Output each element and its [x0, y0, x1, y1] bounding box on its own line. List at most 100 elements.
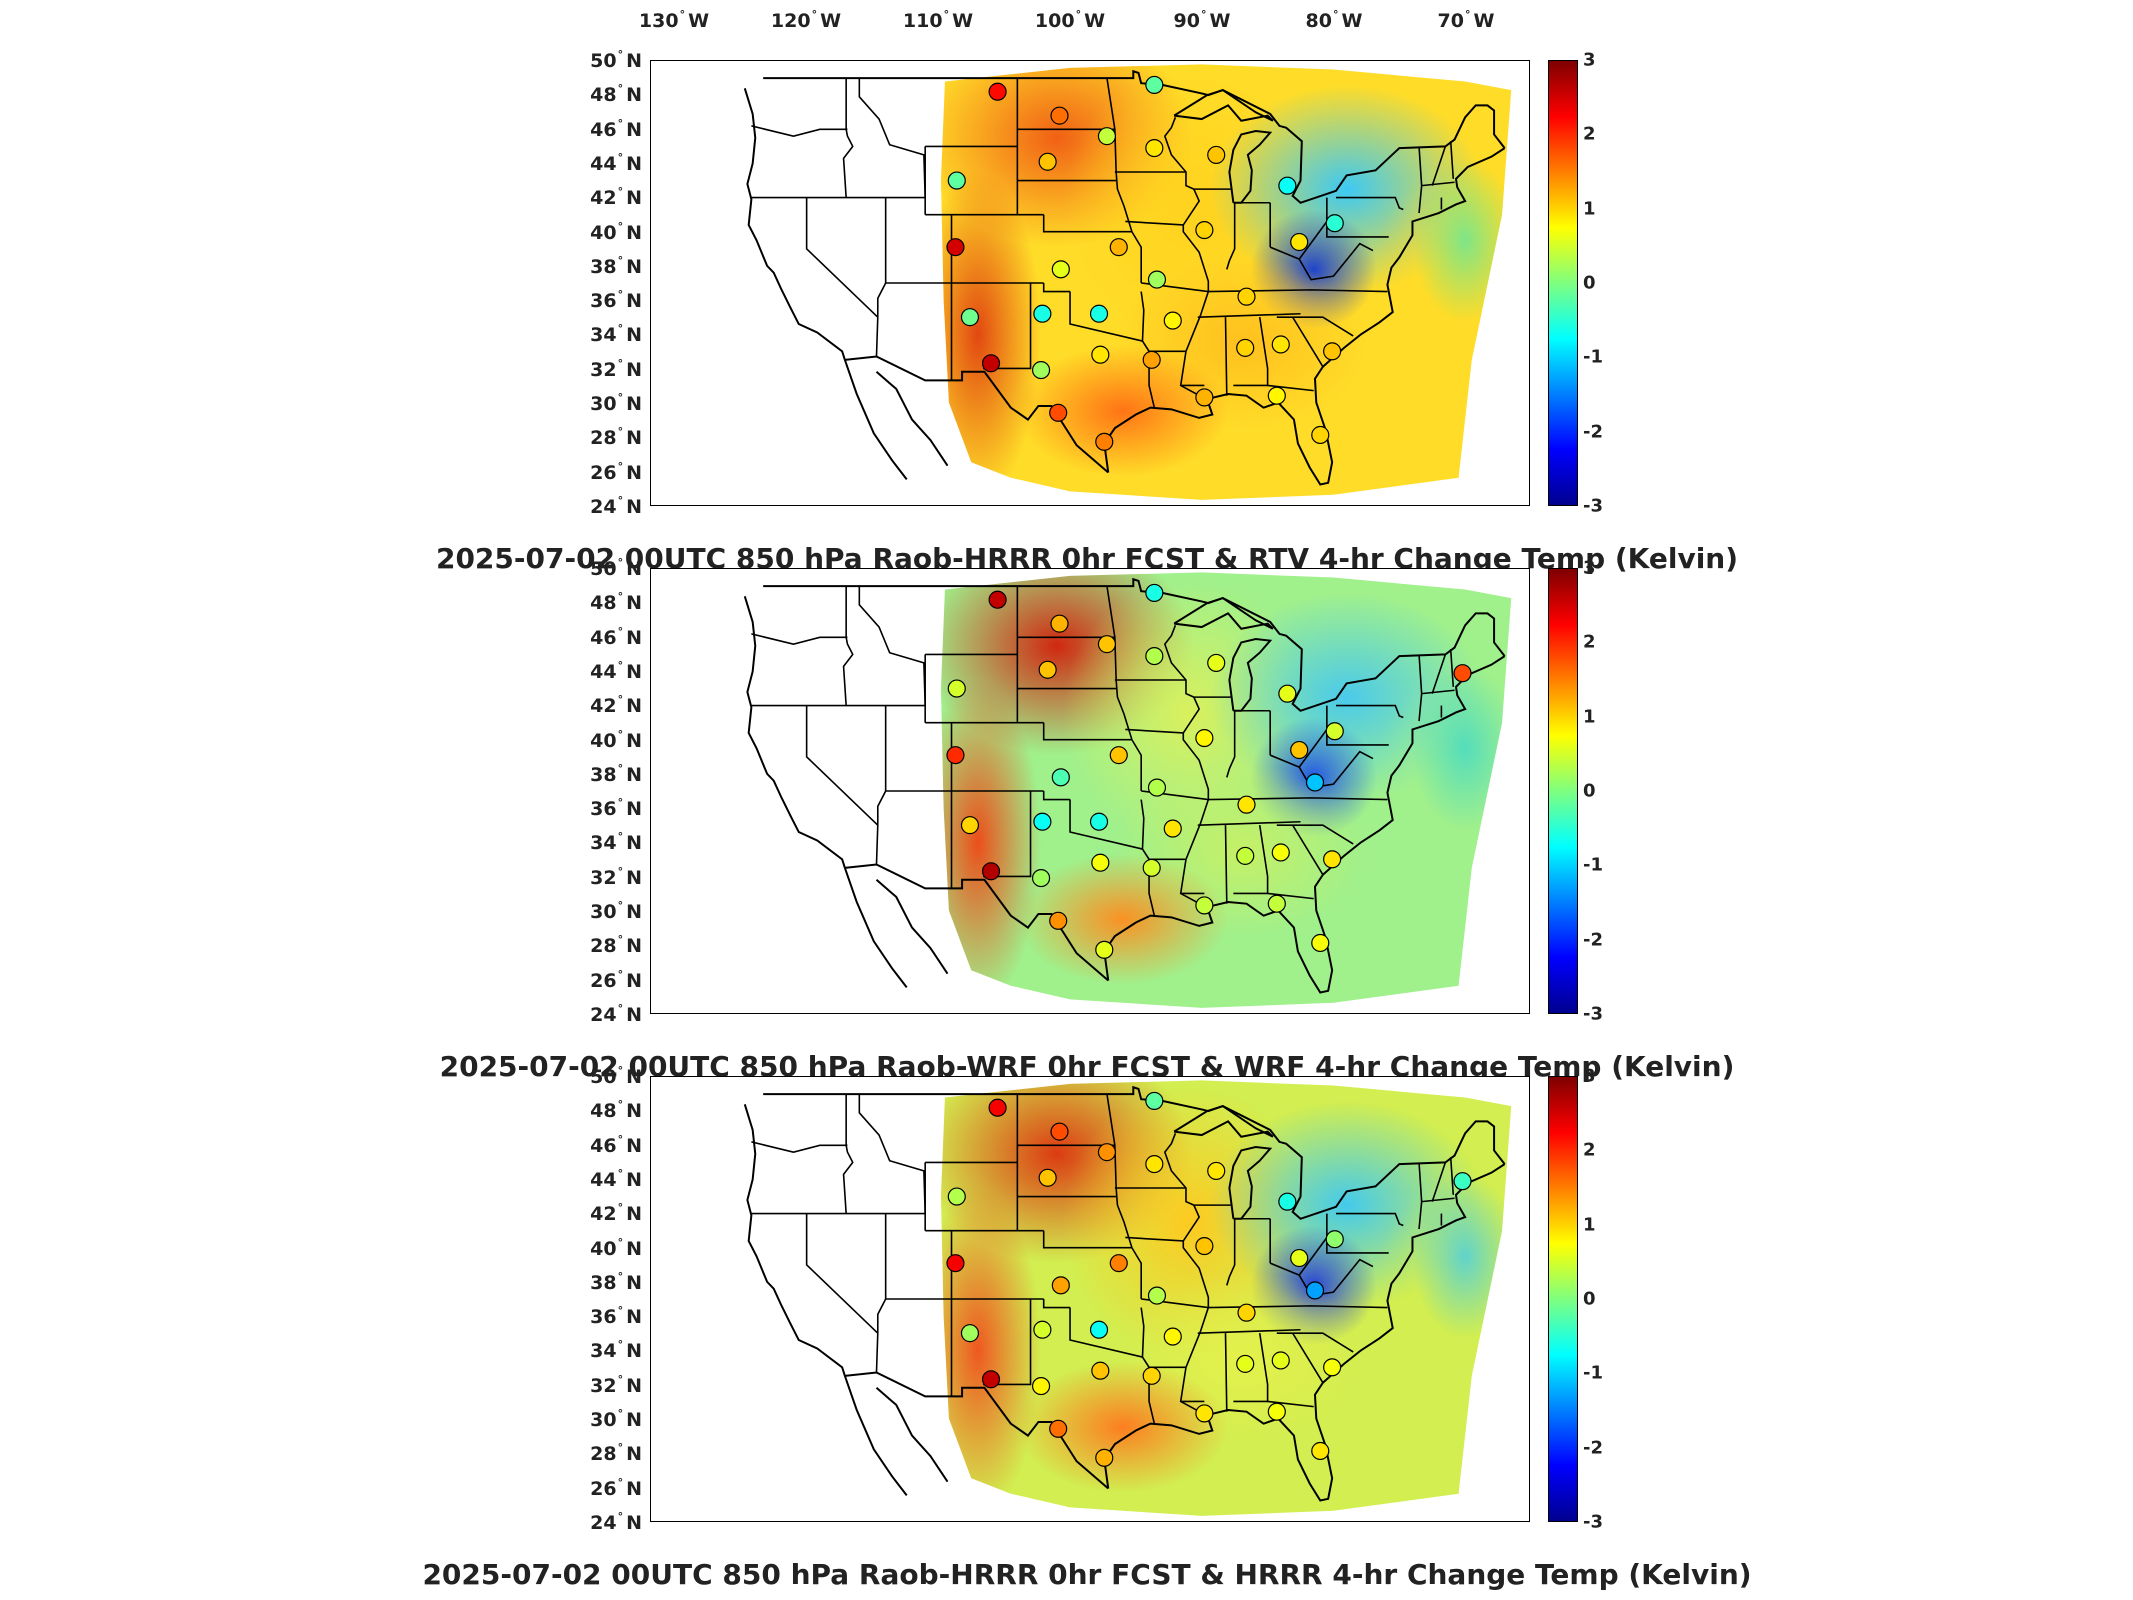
lat-label-24: 24° N	[590, 1510, 642, 1534]
raob-station-marker	[1049, 911, 1068, 930]
state-boundary	[875, 197, 887, 357]
state-boundary	[875, 705, 887, 865]
state-boundary	[1336, 196, 1404, 211]
lat-label-34: 34° N	[590, 1338, 642, 1363]
state-boundary	[983, 283, 1032, 370]
raob-station-marker	[1145, 139, 1164, 158]
raob-station-marker	[988, 1098, 1007, 1117]
state-boundary	[1291, 1332, 1324, 1384]
raob-station-marker	[1050, 106, 1069, 125]
lat-label-26: 26° N	[590, 967, 642, 992]
raob-station-marker	[1031, 869, 1051, 888]
state-boundary	[983, 1299, 1032, 1386]
state-boundary	[1042, 791, 1071, 801]
raob-stations	[946, 1091, 1472, 1467]
raob-station-marker	[960, 308, 980, 327]
state-boundary	[842, 1094, 854, 1214]
state-boundary	[1276, 316, 1354, 337]
raob-station-marker	[1142, 858, 1161, 877]
coastline-or-border	[843, 867, 908, 989]
raob-station-marker	[946, 1254, 965, 1273]
state-boundary	[751, 1141, 848, 1153]
lat-label-46: 46° N	[590, 624, 642, 649]
state-boundary	[1197, 820, 1301, 826]
raob-station-marker	[1195, 221, 1214, 240]
state-boundary	[1226, 202, 1236, 270]
lat-label-46: 46° N	[590, 116, 642, 141]
state-boundary	[1269, 729, 1328, 769]
state-boundary	[1418, 654, 1423, 722]
state-boundary	[1291, 316, 1324, 368]
raob-station-marker	[947, 1187, 966, 1206]
state-boundary	[1224, 1333, 1228, 1412]
state-boundary	[1326, 197, 1389, 238]
state-boundary	[1267, 1400, 1314, 1408]
field-region-west-edge	[940, 170, 1042, 499]
lat-label-42: 42° N	[590, 185, 642, 210]
raob-station-marker	[1109, 746, 1128, 765]
state-boundary	[1140, 1307, 1156, 1424]
raob-station-marker	[960, 1324, 980, 1343]
raob-station-marker	[947, 679, 966, 698]
raob-station-marker	[1163, 311, 1182, 330]
coastline-or-border	[1173, 596, 1274, 630]
raob-station-marker	[1311, 425, 1330, 445]
raob-station-marker	[1323, 1358, 1342, 1377]
raob-station-marker	[1278, 176, 1297, 195]
state-boundary	[1042, 283, 1071, 293]
raob-station-marker	[1109, 1254, 1128, 1273]
lat-label-28: 28° N	[590, 1441, 642, 1466]
raob-station-marker	[1050, 1122, 1069, 1141]
state-boundary	[1197, 312, 1301, 318]
coastline-or-border	[875, 879, 949, 975]
map-frame	[650, 568, 1530, 1014]
colorbar-tick-label: -2	[1583, 421, 1603, 443]
raob-station-marker	[1311, 933, 1330, 953]
lat-label-34: 34° N	[590, 322, 642, 347]
field-region-gulf-coast	[1017, 853, 1229, 985]
raob-station-marker	[1145, 1155, 1164, 1174]
colorbar-tick-label: 2	[1583, 1139, 1596, 1161]
lat-label-30: 30° N	[590, 899, 642, 924]
state-boundary	[858, 586, 926, 706]
coastline-or-border	[843, 359, 908, 481]
colorbar-tick-label: 2	[1583, 123, 1596, 145]
raob-station-marker	[1163, 1327, 1182, 1346]
lat-label-30: 30° N	[590, 391, 642, 416]
state-boundary	[1140, 799, 1156, 916]
lat-label-38: 38° N	[590, 761, 642, 786]
coastline-or-border	[1228, 1145, 1273, 1220]
field-region-west-edge	[940, 678, 1042, 1007]
raob-station-marker	[1237, 1303, 1256, 1322]
raob-station-marker	[1095, 432, 1114, 451]
lon-label-90: 90° W	[1173, 8, 1231, 32]
raob-station-marker	[1091, 853, 1110, 872]
state-boundary	[1267, 892, 1314, 900]
lon-label-130: 130° W	[638, 8, 710, 32]
colorbar-tick-label: -3	[1583, 1003, 1603, 1025]
raob-station-marker	[1049, 403, 1068, 422]
raob-station-marker	[1051, 1276, 1070, 1295]
raob-station-marker	[1271, 1351, 1290, 1370]
colorbar-tick-label: 3	[1583, 49, 1596, 71]
colorbar-tick-label: -1	[1583, 854, 1603, 876]
raob-station-marker	[1278, 1192, 1297, 1211]
state-boundary	[1042, 722, 1132, 741]
state-boundary	[1042, 1299, 1071, 1309]
state-boundary	[1298, 242, 1374, 281]
state-boundary	[983, 791, 1032, 878]
colorbar-tick-label: 1	[1583, 198, 1596, 220]
colorbar-tick-label: 0	[1583, 272, 1596, 294]
raob-station-marker	[1051, 260, 1070, 279]
state-boundary	[1125, 728, 1184, 734]
lat-label-38: 38° N	[590, 1269, 642, 1294]
raob-station-marker	[988, 82, 1007, 101]
raob-station-marker	[981, 862, 1001, 881]
state-boundary	[1418, 146, 1423, 214]
state-boundary	[1069, 1307, 1143, 1358]
raob-station-marker	[1050, 614, 1069, 633]
raob-station-marker	[1290, 740, 1309, 760]
lon-label-110: 110° W	[902, 8, 974, 32]
model-domain-field	[940, 572, 1512, 1008]
raob-station-marker	[1091, 345, 1110, 364]
